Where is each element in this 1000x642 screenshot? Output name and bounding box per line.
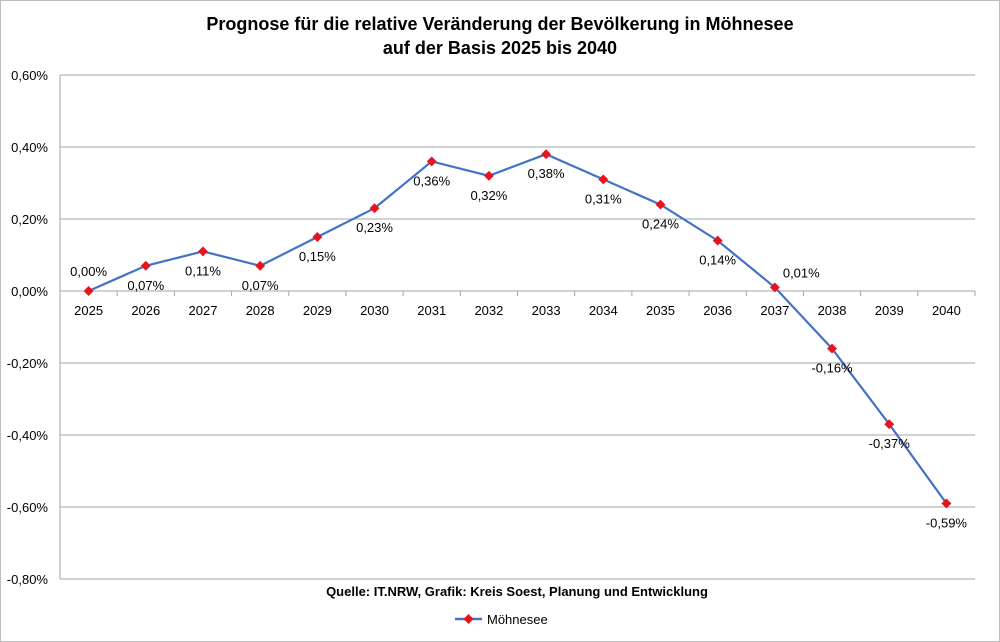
x-tick-label: 2033: [532, 303, 561, 318]
data-label: 0,01%: [783, 265, 820, 280]
chart-title-line-2: auf der Basis 2025 bis 2040: [382, 38, 618, 58]
x-tick-label: 2032: [474, 303, 503, 318]
x-tick-label: 2029: [303, 303, 332, 318]
data-point-marker: [827, 343, 837, 354]
y-tick-label: -0,60%: [7, 500, 49, 515]
x-tick-label: 2031: [417, 303, 446, 318]
legend-marker-icon: [463, 614, 474, 624]
x-tick-label: 2028: [246, 303, 275, 318]
data-label: 0,07%: [127, 278, 164, 293]
data-point-marker: [369, 203, 380, 214]
data-point-marker: [941, 498, 952, 509]
y-tick-label: 0,20%: [11, 212, 48, 227]
data-point-marker: [655, 199, 666, 210]
data-label: 0,36%: [413, 173, 450, 188]
data-label: -0,16%: [811, 361, 853, 376]
x-tick-label: 2025: [74, 303, 103, 318]
y-tick-label: -0,20%: [7, 356, 49, 371]
data-label: -0,37%: [869, 436, 911, 451]
data-label: 0,14%: [699, 253, 736, 268]
data-label: 0,24%: [642, 217, 679, 232]
x-tick-label: 2037: [760, 303, 789, 318]
data-label: 0,00%: [70, 264, 107, 279]
data-point-marker: [83, 286, 94, 296]
data-point-marker: [541, 149, 552, 160]
data-point-marker: [884, 419, 895, 430]
data-label: 0,23%: [356, 220, 393, 235]
y-tick-label: -0,40%: [7, 428, 49, 443]
data-label: -0,59%: [926, 515, 968, 530]
data-label: 0,31%: [585, 191, 622, 206]
x-tick-label: 2038: [818, 303, 847, 318]
legend-label: Möhnesee: [487, 612, 548, 627]
y-tick-label: -0,80%: [7, 572, 49, 587]
chart-title-line-1: Prognose für die relative Veränderung de…: [206, 14, 794, 34]
data-point-marker: [198, 246, 208, 257]
data-label: 0,38%: [528, 166, 565, 181]
series-line: [88, 153, 948, 505]
data-label: 0,11%: [185, 263, 221, 278]
source-note: Quelle: IT.NRW, Grafik: Kreis Soest, Pla…: [326, 584, 708, 599]
y-tick-label: 0,60%: [11, 68, 48, 83]
x-tick-label: 2026: [131, 303, 160, 318]
data-label: 0,07%: [242, 278, 279, 293]
data-point-marker: [312, 232, 323, 242]
data-point-marker: [769, 282, 780, 293]
x-tick-label: 2034: [589, 303, 618, 318]
data-label: 0,32%: [470, 188, 507, 203]
data-label: 0,15%: [299, 249, 336, 264]
x-tick-label: 2040: [932, 303, 961, 318]
data-point-marker: [483, 170, 494, 181]
x-tick-label: 2036: [703, 303, 732, 318]
x-tick-label: 2039: [875, 303, 904, 318]
data-point-marker: [255, 260, 266, 271]
x-tick-label: 2035: [646, 303, 675, 318]
y-tick-label: 0,00%: [11, 284, 48, 299]
x-tick-label: 2027: [189, 303, 218, 318]
data-point-marker: [426, 156, 437, 167]
data-point-marker: [598, 174, 609, 185]
x-tick-label: 2030: [360, 303, 389, 318]
y-tick-label: 0,40%: [11, 140, 48, 155]
data-point-marker: [712, 235, 723, 246]
data-point-marker: [140, 260, 151, 271]
